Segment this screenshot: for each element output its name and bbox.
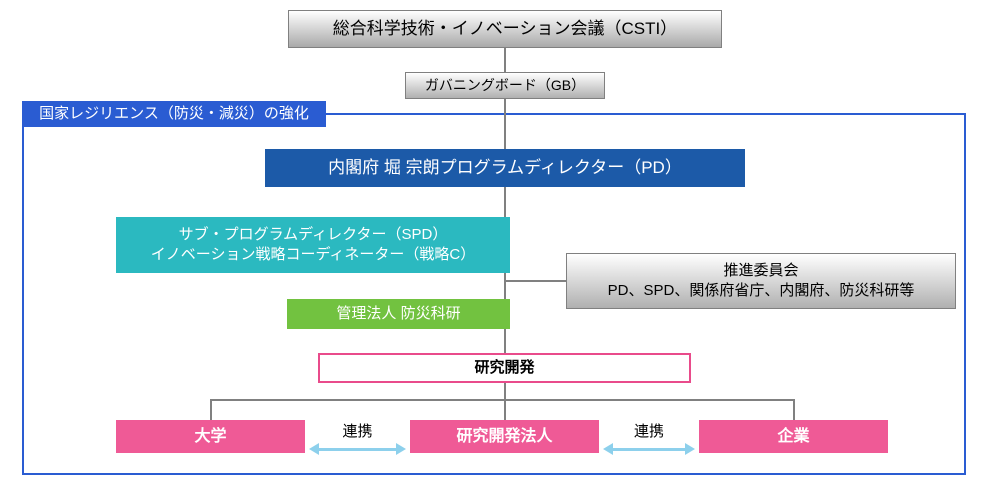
node-gb: ガバニングボード（GB） — [405, 72, 605, 99]
node-rd-corporation: 研究開発法人 — [410, 420, 599, 453]
node-committee-line2: PD、SPD、関係府省庁、内閣府、防災科研等 — [608, 281, 915, 301]
node-enterprise-label: 企業 — [777, 426, 809, 448]
node-pd: 内閣府 堀 宗朗プログラムディレクター（PD） — [265, 149, 745, 187]
drop-corp — [504, 399, 506, 421]
node-admin-label: 管理法人 防災科研 — [336, 304, 460, 324]
link-arrow-2-label: 連携 — [603, 420, 695, 441]
node-spd-line1: サブ・プログラムディレクター（SPD） — [151, 225, 476, 245]
node-rd-label: 研究開発 — [474, 358, 534, 378]
bottom-bus — [210, 399, 795, 401]
node-rd-corporation-label: 研究開発法人 — [456, 426, 552, 448]
node-spd: サブ・プログラムディレクター（SPD） イノベーション戦略コーディネーター（戦略… — [116, 217, 510, 273]
link-arrow-1-label: 連携 — [309, 420, 406, 441]
node-admin: 管理法人 防災科研 — [287, 299, 510, 329]
node-pd-label: 内閣府 堀 宗朗プログラムディレクター（PD） — [328, 157, 682, 180]
link-arrow-2: 連携 — [603, 420, 695, 455]
node-csti: 総合科学技術・イノベーション会議（CSTI） — [288, 10, 722, 48]
node-university: 大学 — [116, 420, 305, 453]
node-enterprise: 企業 — [699, 420, 888, 453]
node-spd-line2: イノベーション戦略コーディネーター（戦略C） — [151, 245, 476, 265]
drop-ent — [793, 399, 795, 421]
link-arrow-1: 連携 — [309, 420, 406, 455]
frame-title: 国家レジリエンス（防災・減災）の強化 — [22, 101, 326, 127]
node-rd: 研究開発 — [318, 353, 691, 383]
node-committee: 推進委員会 PD、SPD、関係府省庁、内閣府、防災科研等 — [566, 253, 956, 309]
frame-title-label: 国家レジリエンス（防災・減災）の強化 — [39, 104, 309, 124]
node-committee-line1: 推進委員会 — [608, 261, 915, 281]
branch-to-committee — [506, 280, 566, 282]
drop-univ — [210, 399, 212, 421]
node-university-label: 大学 — [194, 426, 226, 448]
node-csti-label: 総合科学技術・イノベーション会議（CSTI） — [333, 18, 677, 41]
node-gb-label: ガバニングボード（GB） — [425, 76, 585, 95]
